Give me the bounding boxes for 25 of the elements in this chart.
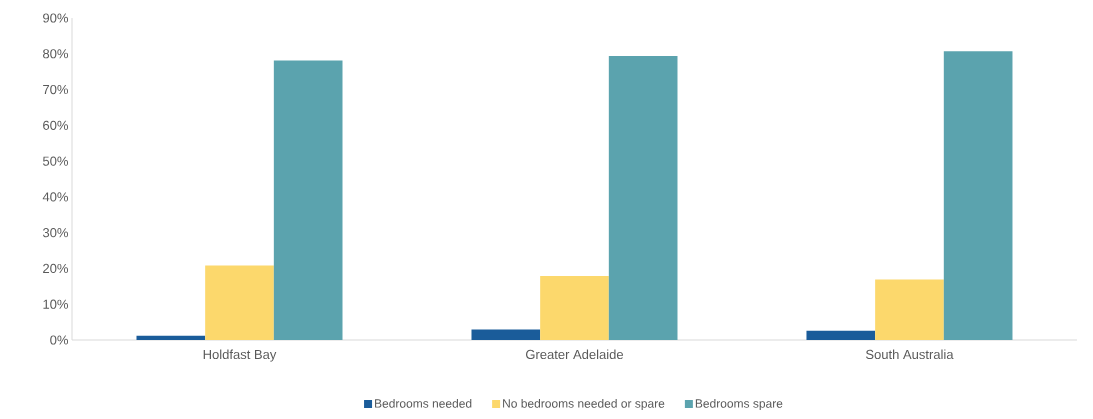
- y-tick-label: 0%: [50, 335, 69, 345]
- bar: [273, 60, 343, 340]
- bar: [540, 275, 609, 340]
- y-tick-label: 60%: [43, 120, 69, 130]
- legend-label: Bedrooms needed: [375, 398, 472, 408]
- y-tick-label: 80%: [43, 49, 69, 59]
- legend-label: No bedrooms needed or spare: [503, 398, 665, 411]
- y-tick-label: 20%: [43, 263, 69, 274]
- y-tick-label: 70%: [43, 84, 69, 95]
- bar: [471, 329, 541, 340]
- y-tick-label: 10%: [43, 299, 69, 309]
- bar: [136, 335, 206, 340]
- bar: [608, 55, 678, 340]
- y-tick-label: 40%: [42, 192, 69, 202]
- bar: [943, 51, 1013, 340]
- legend-label: Bedrooms spare: [695, 398, 783, 411]
- y-tick-label: 50%: [42, 156, 69, 166]
- x-tick-label: Greater Adelaide: [526, 349, 624, 360]
- bar: [875, 279, 944, 340]
- x-tick-label: Holdfast Bay: [203, 349, 277, 362]
- y-tick-label: 90%: [43, 13, 69, 23]
- x-tick-label: South Australia: [865, 349, 954, 360]
- y-tick-label: 30%: [42, 228, 69, 238]
- bar: [806, 330, 876, 340]
- bar: [205, 265, 274, 340]
